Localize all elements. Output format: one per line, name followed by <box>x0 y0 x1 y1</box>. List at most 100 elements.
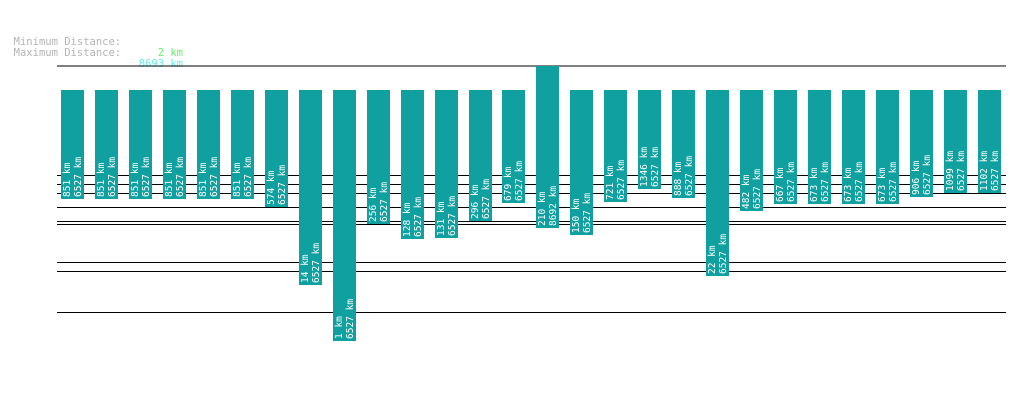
bar-distance-label: 1099 km <box>945 151 956 191</box>
bar-rect <box>774 90 797 204</box>
bar-rect <box>536 66 559 228</box>
distance-bar: 673 km 6527 km <box>876 90 899 204</box>
bar-rect <box>808 90 831 204</box>
bar-rect <box>469 90 492 221</box>
distance-bar: 888 km 6527 km <box>672 90 695 198</box>
bar-total-label: 6527 km <box>786 162 797 202</box>
bar-total-label: 6527 km <box>650 147 661 187</box>
distance-bar: 296 km 6527 km <box>469 90 492 221</box>
bar-rect <box>876 90 899 204</box>
bar-rect <box>333 90 356 341</box>
bar-rect <box>502 90 525 203</box>
bar-total-label: 6527 km <box>684 156 695 196</box>
bar-distance-label: 851 km <box>232 162 243 197</box>
distance-bar: 128 km 6527 km <box>401 90 424 239</box>
bar-rect <box>61 90 84 199</box>
bar-rect <box>197 90 220 199</box>
bar-rect <box>231 90 254 199</box>
bar-rect <box>706 90 729 276</box>
bar-distance-label: 673 km <box>877 167 888 202</box>
bar-total-label: 6527 km <box>413 197 424 237</box>
bar-distance-label: 210 km <box>537 191 548 226</box>
bar-total-label: 6527 km <box>718 234 729 274</box>
bar-rect <box>435 90 458 238</box>
max-distance-label: Maximum Distance: <box>13 47 122 59</box>
bar-total-label: 6527 km <box>854 162 865 202</box>
distance-bar: 482 km 6527 km <box>740 90 763 211</box>
bar-distance-label: 851 km <box>96 162 107 197</box>
bar-total-label: 6527 km <box>311 243 322 283</box>
bar-rect <box>163 90 186 199</box>
distance-bar: 1102 km 6527 km <box>978 90 1001 193</box>
bar-rect <box>910 90 933 197</box>
distance-bar: 574 km 6527 km <box>265 90 288 207</box>
distance-bar: 150 km 6527 km <box>570 90 593 235</box>
bar-distance-label: 131 km <box>436 201 447 236</box>
bar-distance-label: 851 km <box>198 162 209 197</box>
bar-distance-label: 1102 km <box>979 151 990 191</box>
bar-distance-label: 721 km <box>605 165 616 200</box>
min-distance-value: 2 km <box>157 47 183 59</box>
distance-bar: 851 km 6527 km <box>61 90 84 199</box>
min-distance-label: Minimum Distance: <box>13 36 122 48</box>
bar-total-label: 6527 km <box>277 165 288 205</box>
bar-total-label: 6527 km <box>888 162 899 202</box>
bar-rect <box>265 90 288 207</box>
bar-distance-label: 851 km <box>164 162 175 197</box>
bar-distance-label: 14 km <box>300 254 311 283</box>
bar-distance-label: 851 km <box>62 162 73 197</box>
bar-rect <box>740 90 763 211</box>
distance-bar: 851 km 6527 km <box>231 90 254 199</box>
distance-bar: 667 km 6527 km <box>774 90 797 204</box>
bar-distance-label: 679 km <box>503 166 514 201</box>
distance-bar: 210 km 8692 km <box>536 66 559 228</box>
bar-rect <box>638 90 661 189</box>
bar-distance-label: 906 km <box>911 160 922 195</box>
bar-total-label: 6527 km <box>582 193 593 233</box>
bar-distance-label: 128 km <box>402 202 413 237</box>
bar-distance-label: 1346 km <box>639 147 650 187</box>
bar-rect <box>604 90 627 202</box>
bar-distance-label: 851 km <box>130 162 141 197</box>
bar-distance-label: 667 km <box>775 167 786 202</box>
bar-rect <box>570 90 593 235</box>
bar-total-label: 6527 km <box>379 182 390 222</box>
bar-total-label: 6527 km <box>820 162 831 202</box>
distance-bar: 1 km 6527 km <box>333 90 356 341</box>
bar-total-label: 6527 km <box>990 151 1001 191</box>
max-distance-row: Maximum Distance: 8693 km <box>1 37 183 70</box>
distance-bar: 851 km 6527 km <box>95 90 118 199</box>
bar-total-label: 6527 km <box>107 157 118 197</box>
distance-bar: 673 km 6527 km <box>808 90 831 204</box>
bar-rect <box>129 90 152 199</box>
bar-rect <box>95 90 118 199</box>
bar-distance-label: 150 km <box>571 198 582 233</box>
bar-distance-label: 296 km <box>470 184 481 219</box>
distance-bar: 256 km 6527 km <box>367 90 390 224</box>
bar-total-label: 6527 km <box>481 179 492 219</box>
bar-total-label: 6527 km <box>514 161 525 201</box>
bar-total-label: 6527 km <box>345 299 356 339</box>
min-distance-row: Minimum Distance: 2 km <box>1 26 183 59</box>
distance-bar: 1099 km 6527 km <box>944 90 967 193</box>
bar-total-label: 6527 km <box>243 157 254 197</box>
bar-total-label: 8692 km <box>548 186 559 226</box>
distance-bar: 1346 km 6527 km <box>638 90 661 189</box>
bar-total-label: 6527 km <box>922 155 933 195</box>
distance-bar: 131 km 6527 km <box>435 90 458 238</box>
bar-rect <box>842 90 865 204</box>
bar-rect <box>944 90 967 193</box>
bar-distance-label: 1 km <box>334 316 345 339</box>
distance-bar: 14 km 6527 km <box>299 90 322 285</box>
bar-rect <box>299 90 322 285</box>
bar-distance-label: 256 km <box>368 187 379 222</box>
max-distance-value: 8693 km <box>138 58 183 70</box>
bar-total-label: 6527 km <box>209 157 220 197</box>
distance-bar: 851 km 6527 km <box>197 90 220 199</box>
bar-rect <box>672 90 695 198</box>
distance-bar: 22 km 6527 km <box>706 90 729 276</box>
bar-distance-label: 574 km <box>266 170 277 205</box>
bar-distance-label: 22 km <box>707 245 718 274</box>
bar-rect <box>401 90 424 239</box>
